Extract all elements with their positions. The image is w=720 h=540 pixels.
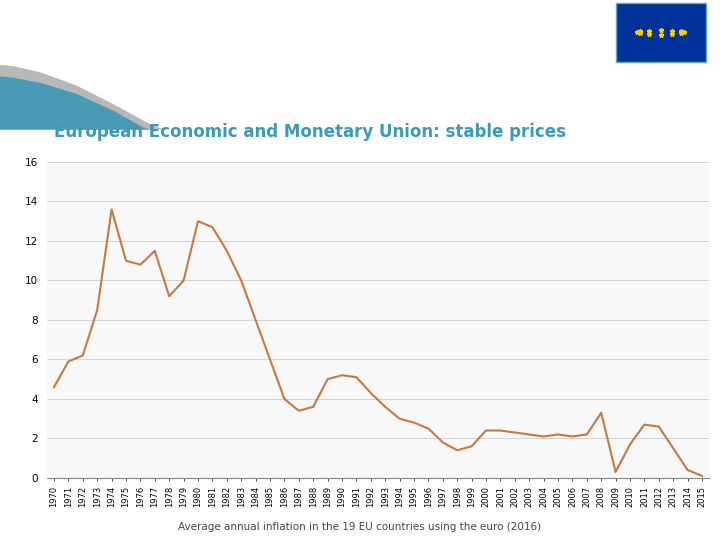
Polygon shape xyxy=(0,65,164,130)
FancyBboxPatch shape xyxy=(616,3,706,62)
Text: Beating inflation: Beating inflation xyxy=(18,26,202,45)
Polygon shape xyxy=(0,77,150,130)
Text: Average annual inflation in the 19 EU countries using the euro (2016): Average annual inflation in the 19 EU co… xyxy=(179,522,541,531)
Text: European Economic and Monetary Union: stable prices: European Economic and Monetary Union: st… xyxy=(54,123,566,141)
